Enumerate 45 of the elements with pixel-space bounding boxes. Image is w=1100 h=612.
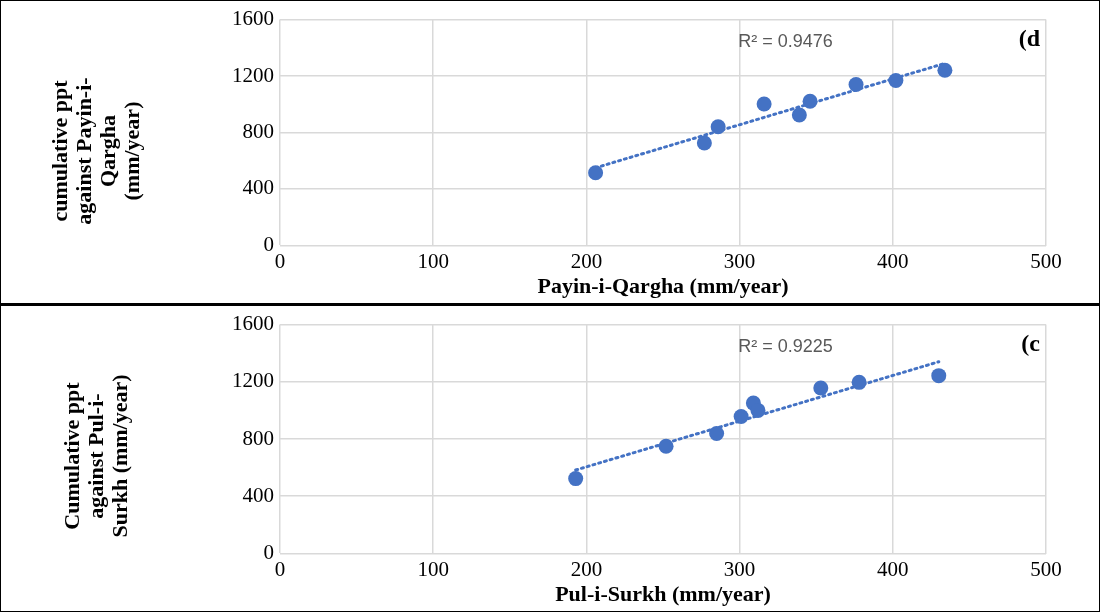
chart-title: (d [1018, 24, 1041, 51]
x-tick-label: 200 [570, 248, 603, 273]
x-tick-label: 400 [877, 556, 909, 581]
point [756, 96, 772, 112]
y-tick-label: 1200 [232, 62, 274, 87]
x-tick-label: 500 [1030, 248, 1062, 273]
point [750, 402, 766, 418]
chart-title: (c [1021, 329, 1041, 356]
point [931, 368, 947, 384]
y-tick-label: 400 [242, 175, 274, 200]
point [658, 438, 674, 454]
x-tick-label: 300 [723, 248, 756, 273]
x-axis-title: Payin-i-Qargha (mm/year) [537, 273, 789, 299]
x-tick-label: 200 [570, 556, 603, 581]
point [791, 107, 807, 123]
point [888, 73, 904, 89]
y-tick-label: 1600 [232, 311, 274, 336]
point [696, 135, 712, 151]
y-tick-label: 0 [263, 231, 274, 256]
y-tick-label: 800 [242, 425, 274, 450]
y-axis-title: Cumulative ppt against Pul-i-Surkh (mm/year) [58, 373, 133, 540]
point [802, 93, 818, 109]
x-tick-label: 300 [723, 556, 756, 581]
point [733, 409, 749, 425]
x-tick-label: 400 [877, 248, 909, 273]
annotation: R² = 0.9476 [738, 30, 833, 51]
y-tick-label: 800 [242, 119, 274, 144]
point [710, 119, 726, 135]
point [813, 380, 829, 396]
point [851, 374, 867, 390]
y-axis-title: cumulative ppt against Payin-i-Qargha (mm/year) [46, 76, 145, 227]
point [848, 77, 864, 93]
point [568, 471, 584, 487]
annotation: R² = 0.9225 [738, 335, 833, 356]
point [709, 426, 725, 442]
y-tick-label: 0 [263, 539, 274, 564]
point [588, 165, 604, 181]
point [937, 62, 953, 78]
x-tick-label: 500 [1030, 556, 1062, 581]
x-axis-title: Pul-i-Surkh (mm/year) [555, 581, 771, 607]
y-tick-label: 1200 [232, 368, 274, 393]
x-tick-label: 100 [417, 248, 449, 273]
y-tick-label: 1600 [232, 6, 274, 31]
y-tick-label: 400 [242, 482, 274, 507]
x-tick-label: 100 [417, 556, 449, 581]
